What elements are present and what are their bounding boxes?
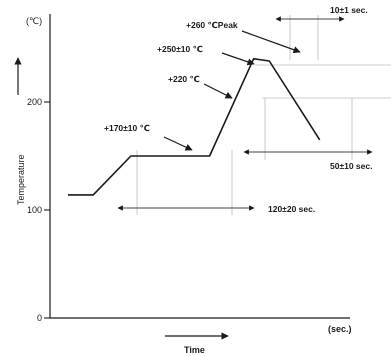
x-axis-title: Time [184, 345, 205, 355]
peak-time-label: 10±1 sec. [330, 5, 368, 15]
peak-label: +260 ℃Peak [186, 20, 238, 30]
peak-callout-arrow [241, 30, 301, 54]
y-tick-label: 0 [37, 313, 42, 323]
t220-label: +220 ℃ [168, 74, 200, 84]
preheat-time-label: 120±20 sec. [268, 204, 315, 214]
y-axis-title: Temperature [16, 154, 26, 205]
preheat-callout-arrow [163, 136, 193, 151]
preheat-label: +170±10 ℃ [104, 123, 150, 133]
y-ticks: 0 100 200 [27, 97, 50, 323]
above-220-time-label: 50±10 sec. [330, 161, 372, 171]
callout-arrows [163, 30, 301, 151]
t250-label: +250±10 ℃ [157, 44, 203, 54]
y-tick-label: 100 [27, 205, 42, 215]
reflow-profile-line [68, 57, 321, 196]
x-unit-label: (sec.) [328, 324, 352, 334]
t250-callout-arrow [221, 52, 255, 66]
dimension-arrows [117, 16, 373, 211]
y-unit-label: (℃) [26, 16, 42, 26]
y-tick-label: 200 [27, 97, 42, 107]
t220-callout-arrow [203, 83, 233, 99]
